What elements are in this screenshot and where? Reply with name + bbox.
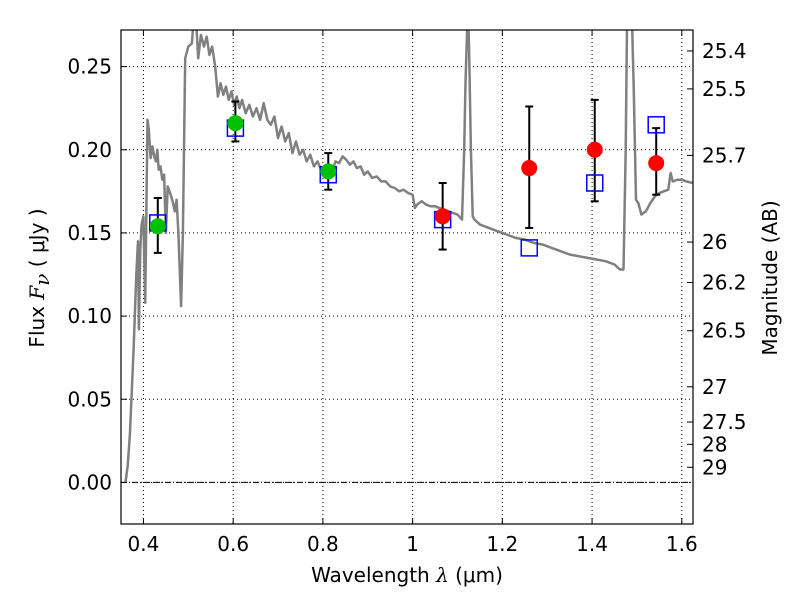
x-tick-label: 1.2 <box>486 532 518 556</box>
observed-point-green <box>149 218 166 235</box>
svg-text:Flux Fν ( μJy ): Flux Fν ( μJy ) <box>25 208 54 347</box>
plot-layer: 0.4 0.6 0.8 1 1.2 1.4 1.6 0.00 0.05 0.10 0.15 0.20 0… <box>67 29 747 556</box>
model-photometry-square <box>520 239 539 257</box>
y-tick-label: 0.20 <box>67 138 112 162</box>
y2-tick-label: 27.5 <box>702 410 747 434</box>
y-axis-label-text: Flux <box>25 306 49 348</box>
y-axis-label-unit: ( μJy ) <box>25 208 49 267</box>
x-axis-label-symbol: λ <box>435 563 449 587</box>
data-layer <box>124 30 693 483</box>
x-tick-label: 0.6 <box>217 532 249 556</box>
y-tick-label: 0.00 <box>67 470 112 494</box>
y-tick-label: 0.25 <box>67 55 112 79</box>
svg-text:Wavelength λ (μm): Wavelength λ (μm) <box>311 563 503 587</box>
x-axis-label: Wavelength λ (μm) <box>311 563 503 587</box>
y-axis-label-symbol: F <box>25 285 49 301</box>
plot-frame <box>120 29 694 525</box>
model-photometry-square <box>586 174 604 192</box>
x-axis-label-unit: (μm) <box>455 563 503 587</box>
y2-axis-label-text: Magnitude (AB) <box>758 200 782 355</box>
y2-tick-label: 26 <box>702 230 727 254</box>
observed-point-green <box>227 115 244 132</box>
y-axis-label-sub: ν <box>30 274 54 286</box>
y2-tick-label: 28 <box>702 432 727 456</box>
y2-tick-label: 26.2 <box>702 270 747 294</box>
x-tick-label: 0.4 <box>128 532 160 556</box>
y2-tick-label: 25.7 <box>702 143 747 167</box>
model-photometry-square <box>647 116 665 134</box>
x-tick-label: 0.8 <box>307 532 339 556</box>
y2-axis-label: Magnitude (AB) <box>758 200 782 355</box>
x-tick-label: 1 <box>406 532 419 556</box>
x-axis-label-text: Wavelength <box>311 563 430 587</box>
y2-tick-label: 25.4 <box>702 39 747 63</box>
y2-tick-label: 29 <box>702 455 727 479</box>
observed-point-red <box>586 141 603 158</box>
observed-point-red <box>648 155 665 172</box>
observed-point-green <box>320 163 337 180</box>
observed-point-red <box>521 160 538 177</box>
y-tick-label: 0.15 <box>67 221 112 245</box>
y-axis-label: Flux Fν ( μJy ) <box>25 208 54 347</box>
x-tick-label: 1.4 <box>576 532 608 556</box>
y2-tick-label: 27 <box>702 375 727 399</box>
y2-tick-label: 25.5 <box>702 77 747 101</box>
y2-tick-label: 26.5 <box>702 319 747 343</box>
x-tick-label: 1.6 <box>666 532 698 556</box>
y-tick-label: 0.05 <box>67 387 112 411</box>
observed-point-red <box>434 208 451 225</box>
y-tick-label: 0.10 <box>67 304 112 328</box>
